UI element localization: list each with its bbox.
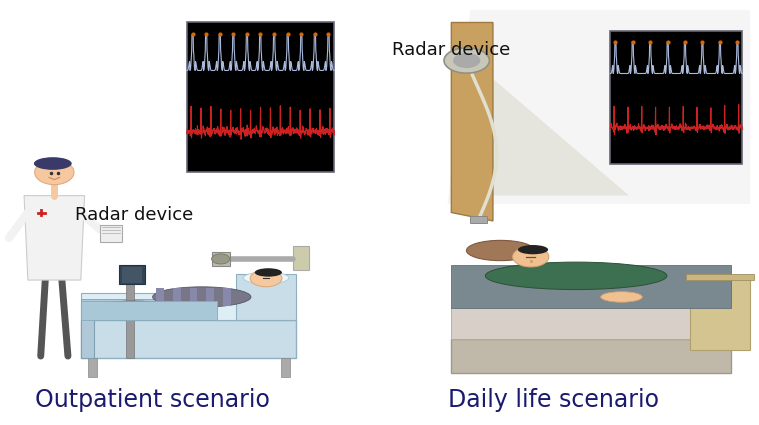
Text: Daily life scenario: Daily life scenario [448,388,659,412]
Circle shape [453,53,480,68]
Ellipse shape [467,241,534,261]
Bar [452,339,731,373]
Text: Outpatient scenario: Outpatient scenario [35,388,270,412]
Ellipse shape [600,292,642,302]
Bar [190,288,197,306]
Polygon shape [448,10,750,204]
Bar [452,265,731,308]
Ellipse shape [244,272,288,284]
Circle shape [212,254,230,264]
Bar [126,274,134,358]
Bar [471,216,487,224]
Ellipse shape [35,160,74,184]
Text: Radar device: Radar device [392,41,511,59]
Ellipse shape [512,246,549,267]
Ellipse shape [518,245,548,254]
Bar [88,358,97,377]
Bar [156,288,164,306]
Ellipse shape [485,262,667,289]
Circle shape [444,48,490,73]
Bar [118,265,145,284]
Text: Radar device: Radar device [74,206,193,224]
Bar [80,320,296,358]
Bar [80,303,94,358]
Ellipse shape [250,270,282,287]
Bar [187,23,334,173]
Ellipse shape [84,301,183,318]
Bar [99,225,122,242]
Ellipse shape [255,268,282,277]
Bar [206,288,214,306]
Bar [80,293,296,320]
Ellipse shape [34,157,71,170]
Bar [452,308,731,339]
Polygon shape [455,77,629,196]
Bar [689,278,750,350]
Polygon shape [80,301,217,320]
Bar [212,252,230,266]
Bar [223,288,231,306]
Bar [173,288,181,306]
Bar [121,267,142,283]
Bar [236,274,296,320]
Polygon shape [24,196,84,280]
Bar [686,274,754,280]
Bar [292,246,309,269]
Ellipse shape [153,287,251,307]
Bar [80,299,232,303]
Bar [281,358,290,377]
Polygon shape [452,23,493,221]
Bar [610,31,742,164]
